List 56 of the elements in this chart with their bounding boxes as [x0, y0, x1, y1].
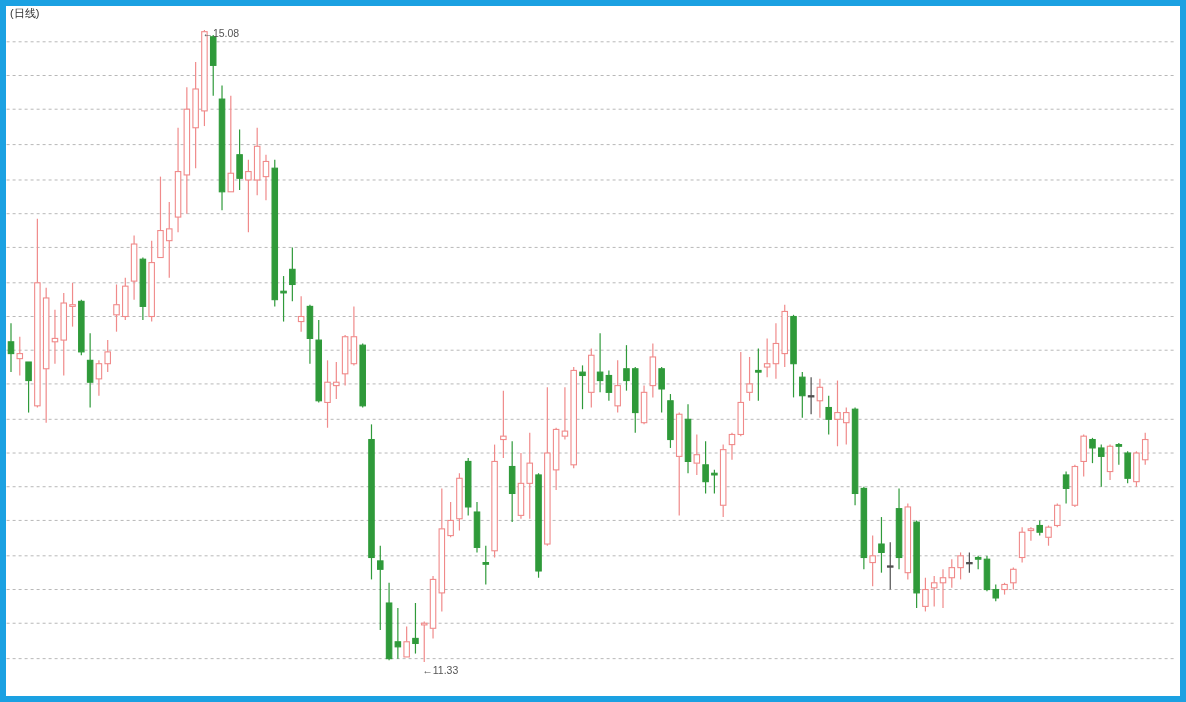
- candlestick: [394, 607, 402, 660]
- candlestick: [130, 235, 138, 301]
- candlestick: [517, 452, 525, 520]
- candlestick: [878, 516, 885, 574]
- candlestick: [139, 256, 147, 321]
- candlestick: [297, 295, 305, 333]
- candlestick: [438, 487, 446, 613]
- candlestick: [500, 390, 507, 459]
- candlestick: [561, 386, 569, 441]
- candlestick: [1018, 526, 1026, 564]
- candlestick: [596, 332, 604, 393]
- candlestick: [895, 487, 903, 570]
- candlestick: [359, 342, 366, 409]
- candlestick: [886, 541, 894, 591]
- candlestick: [1106, 443, 1114, 481]
- candlestick: [86, 332, 94, 409]
- candlestick: [69, 282, 76, 328]
- candlestick: [851, 406, 859, 506]
- candlestick: [763, 337, 771, 378]
- candlestick: [755, 347, 762, 402]
- candlestick: [341, 334, 349, 387]
- candlestick: [7, 322, 15, 373]
- candlestick: [939, 568, 947, 609]
- text: ←11.33: [422, 664, 459, 676]
- candlestick: [605, 369, 613, 402]
- candlestick: [174, 127, 182, 233]
- annotation: ←15.08: [202, 27, 240, 39]
- candlestick: [95, 359, 103, 397]
- candlestick: [684, 403, 692, 474]
- candlestick: [192, 61, 199, 169]
- candlestick: [983, 555, 991, 592]
- candlestick: [324, 359, 331, 429]
- candlestick: [165, 201, 173, 279]
- candlestick: [429, 575, 437, 640]
- candlestick: [552, 427, 560, 491]
- candlestick: [860, 486, 868, 570]
- candlestick: [1027, 526, 1035, 542]
- candlestick: [385, 582, 393, 661]
- candlestick: [1062, 470, 1070, 505]
- candlestick: [262, 154, 270, 201]
- candlestick: [869, 535, 876, 587]
- candlestick: [350, 305, 358, 366]
- candlestick: [772, 322, 780, 380]
- candlestick: [218, 85, 226, 211]
- candlestick: [183, 86, 191, 215]
- candlestick: [473, 501, 481, 554]
- candlestick: [640, 385, 648, 425]
- candlestick: [1071, 464, 1079, 508]
- candlestick: [306, 304, 314, 365]
- candlestick: [508, 440, 516, 523]
- chart-title: (日线): [10, 7, 40, 19]
- candlestick: [34, 218, 41, 409]
- candlestick: [728, 432, 736, 461]
- candlestick: [834, 379, 841, 447]
- candlestick: [807, 376, 815, 415]
- candlestick: [526, 432, 534, 520]
